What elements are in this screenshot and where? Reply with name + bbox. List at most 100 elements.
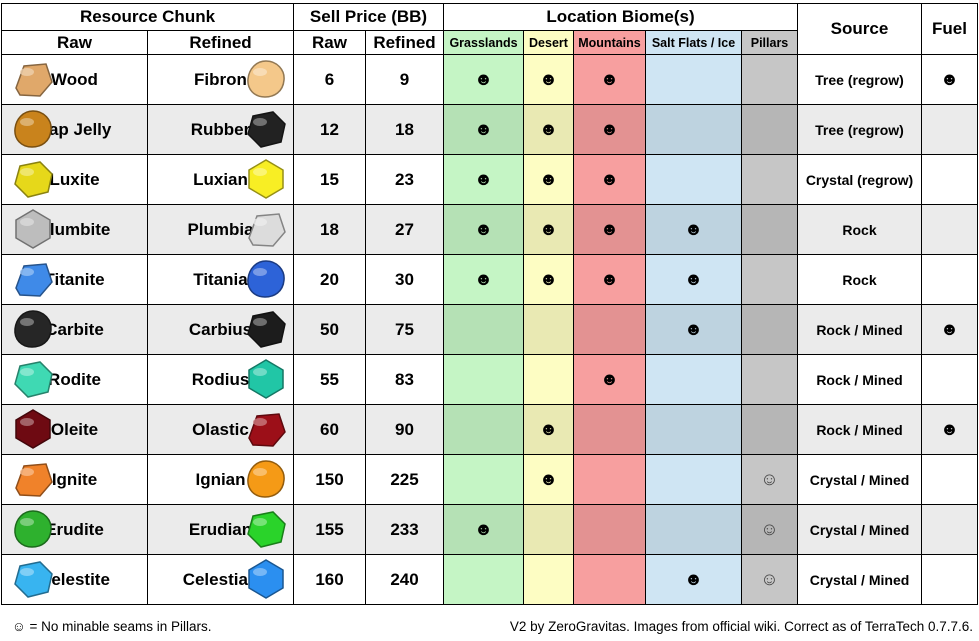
refined-name: Rubber [190,119,251,139]
biome-marker: ☻ [539,119,558,139]
biome-salt-flats-ice [645,54,742,105]
source-cell: Rock / Mined [797,354,922,405]
refined-name: Carbius [188,319,253,339]
ignian-icon [247,460,285,498]
fuel-cell: ☻ [921,404,978,455]
biome-desert [523,554,574,605]
biome-salt-flats-ice [645,454,742,505]
table-row: Celestite Celestian 160 240 ☻ ☺ Crystal / Mine… [1,554,978,605]
refined-name: Ignian [195,469,246,489]
fuel-cell: ☻ [921,304,978,355]
refined-cell: Fibron [147,54,294,105]
raw-cell: Ignite [1,454,148,505]
refined-cell: Rubber [147,104,294,155]
wood-chunk-icon [15,63,53,97]
biome-mountains [573,454,646,505]
biome-marker: ☻ [539,469,558,489]
raw-name: Ignite [51,469,98,489]
biome-pillars [741,404,798,455]
biome-marker: ☻ [600,119,619,139]
biome-marker: ☻ [684,219,703,239]
biome-desert: ☻ [523,54,574,105]
refined-price: 30 [365,254,444,305]
footer-legend: ☺ = No minable seams in Pillars. [12,619,212,634]
refined-price: 225 [365,454,444,505]
biome-marker: ☻ [474,119,493,139]
refined-cell: Olastic [147,404,294,455]
refined-header: Refined [147,30,294,55]
fuel-marker: ☻ [940,319,959,339]
location-biome-header: Location Biome(s) [443,3,798,31]
biome-marker: ☻ [539,269,558,289]
biome-marker: ☻ [539,169,558,189]
biome-mountains: ☻ [573,104,646,155]
biome-pillars [741,154,798,205]
sell-price-header: Sell Price (BB) [293,3,444,31]
biome-marker: ☺ [760,469,779,489]
refined-price: 233 [365,504,444,555]
refined-cell: Celestian [147,554,294,605]
raw-price: 12 [293,104,366,155]
biome-marker: ☻ [539,219,558,239]
biome-grasslands [443,404,524,455]
biome-salt-flats-ice: ☻ [645,204,742,255]
raw-name: Plumbite [38,219,111,239]
refined-name: Olastic [192,419,249,439]
biome-salt-flats-ice: ☻ [645,554,742,605]
biome-salt-flats-ice [645,354,742,405]
table-row: Luxite Luxian 15 23 ☻ ☻ ☻ Crystal (regrow) [1,154,978,205]
raw-name: Oleite [50,419,99,439]
raw-cell: Luxite [1,154,148,205]
resource-rows: Wood Fibron 6 9 ☻ ☻ ☻ Tree (regrow) ☻ Sap Jelly Ru… [1,54,978,605]
source-cell: Rock [797,204,922,255]
raw-name: Titanite [44,269,105,289]
raw-name: Erudite [45,519,104,539]
biome-mountains [573,404,646,455]
biome-desert: ☻ [523,254,574,305]
biome-mountains [573,554,646,605]
biome-mountains: ☻ [573,154,646,205]
biome-marker: ☻ [684,569,703,589]
biome-grasslands: ☻ [443,254,524,305]
refined-cell: Rodius [147,354,294,405]
erudian-icon [247,511,286,548]
biome-grasslands [443,454,524,505]
biome-marker: ☻ [474,69,493,89]
luxite-icon [14,161,53,198]
fuel-cell [921,454,978,505]
refined-cell: Ignian [147,454,294,505]
fuel-marker: ☻ [940,69,959,89]
raw-name: Carbite [45,319,104,339]
biome-header-desert: Desert [523,30,574,55]
biome-mountains: ☻ [573,54,646,105]
raw-cell: Erudite [1,504,148,555]
biome-grasslands: ☻ [443,54,524,105]
refined-cell: Erudian [147,504,294,555]
biome-marker: ☻ [600,269,619,289]
biome-desert: ☻ [523,204,574,255]
celestian-icon [248,559,284,599]
oleite-icon [15,409,51,449]
refined-name: Luxian [193,169,248,189]
ignite-icon [15,463,53,497]
raw-price: 150 [293,454,366,505]
biome-desert: ☻ [523,404,574,455]
source-cell: Crystal / Mined [797,504,922,555]
biome-grasslands: ☻ [443,504,524,555]
biome-pillars: ☺ [741,504,798,555]
price-refined-header: Refined [365,30,444,55]
raw-name: Rodite [48,369,101,389]
biome-grasslands [443,354,524,405]
fuel-header: Fuel [921,3,978,55]
biome-desert [523,354,574,405]
fuel-marker: ☻ [940,419,959,439]
biome-marker: ☻ [684,319,703,339]
biome-mountains [573,304,646,355]
source-cell: Tree (regrow) [797,104,922,155]
source-cell: Rock / Mined [797,404,922,455]
fuel-cell [921,504,978,555]
source-cell: Crystal / Mined [797,554,922,605]
refined-price: 75 [365,304,444,355]
table-row: Wood Fibron 6 9 ☻ ☻ ☻ Tree (regrow) ☻ [1,54,978,105]
table-row: Ignite Ignian 150 225 ☻ ☺ Crystal / Mined [1,454,978,505]
